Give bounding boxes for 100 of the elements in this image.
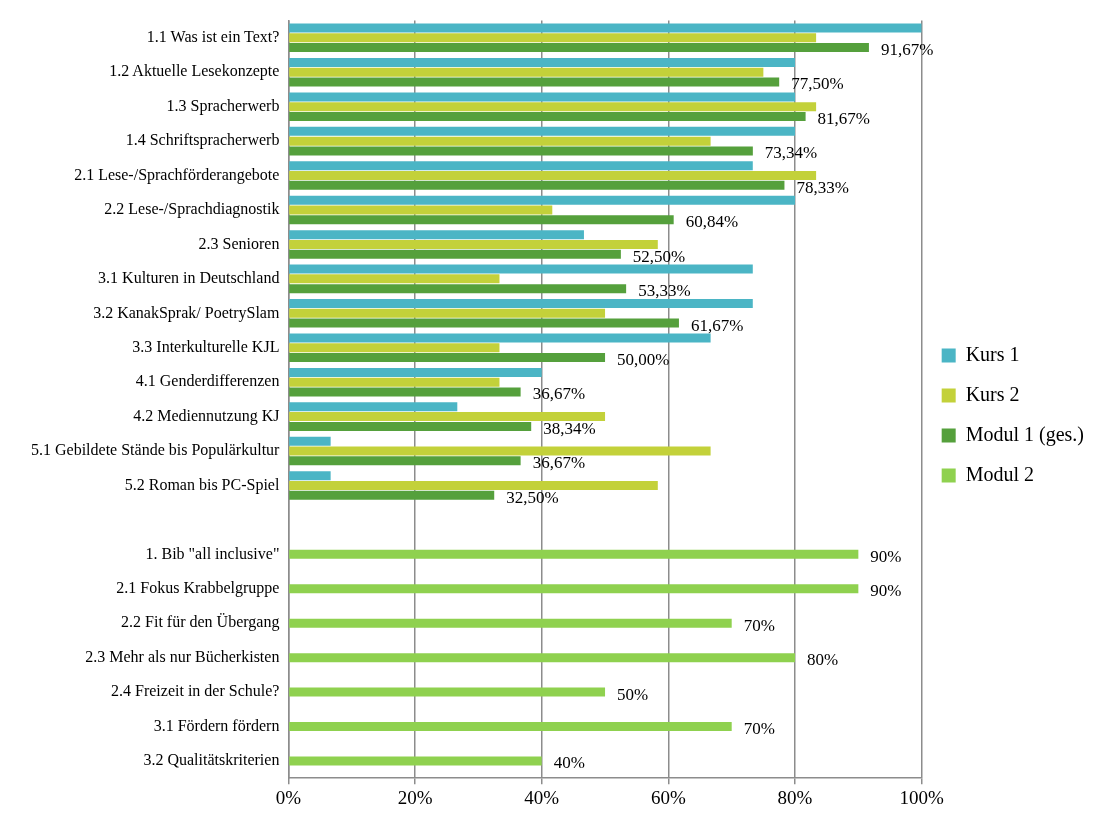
bar: [289, 618, 732, 628]
bar: [289, 146, 753, 156]
bar: [289, 92, 796, 102]
bar: [289, 343, 500, 353]
bar: [289, 126, 796, 136]
bar: [289, 456, 521, 466]
y-tick-label: 3.3 Interkulturelle KJL: [132, 337, 280, 355]
bar: [289, 377, 500, 387]
y-tick-label: 1.4 Schriftspracherwerb: [125, 131, 280, 150]
data-label: 36,67%: [532, 384, 586, 404]
y-tick-label: 2.3 Mehr als nur Bücherkisten: [85, 647, 280, 665]
bar: [289, 102, 817, 112]
y-tick-label: 3.1 Fördern fördern: [153, 716, 280, 734]
bar: [289, 446, 711, 456]
data-label: 50%: [617, 684, 649, 704]
bar: [289, 412, 606, 422]
bar: [289, 161, 753, 171]
y-tick-label: 3.2 Qualitätskriterien: [143, 751, 280, 769]
data-label: 91,67%: [880, 40, 934, 60]
y-tick-label: 3.2 KanakSprak/ PoetrySlam: [93, 303, 280, 322]
y-tick-label: 1.3 Spracherwerb: [166, 96, 280, 115]
bar: [289, 353, 606, 362]
data-label: 78,33%: [796, 177, 849, 197]
x-tick-label: 20%: [397, 786, 433, 808]
y-tick-label: 2.1 Fokus Krabbelgruppe: [116, 579, 280, 597]
bar: [289, 249, 621, 259]
bar: [289, 687, 606, 697]
data-label: 80%: [807, 650, 839, 670]
data-label: 36,67%: [532, 453, 586, 473]
bar: [289, 195, 796, 205]
x-tick-label: 80%: [777, 786, 813, 808]
y-tick-label: 5.1 Gebildete Stände bis Populärkultur: [31, 441, 281, 460]
bar: [289, 43, 869, 53]
data-label: 38,34%: [543, 418, 596, 438]
bar: [289, 215, 674, 225]
data-label: 73,34%: [764, 143, 818, 163]
bar: [289, 180, 785, 190]
bar: [289, 436, 331, 446]
x-tick-label: 60%: [650, 786, 686, 808]
bar: [289, 77, 780, 87]
y-tick-label: 2.3 Senioren: [198, 234, 280, 252]
bar: [289, 264, 753, 274]
y-tick-label: 4.2 Mediennutzung KJ: [133, 406, 280, 425]
bar: [289, 284, 627, 294]
bar: [289, 333, 711, 343]
legend-label: Kurs 2: [965, 382, 1020, 405]
y-tick-label: 1.1 Was ist ein Text?: [146, 28, 280, 46]
data-label: 90%: [870, 546, 902, 566]
bar: [289, 318, 679, 328]
data-label: 60,84%: [685, 212, 739, 232]
data-label: 50,00%: [617, 349, 670, 369]
bar: [289, 171, 817, 181]
bar: [289, 239, 658, 249]
data-label: 32,50%: [506, 487, 559, 507]
bar: [289, 402, 458, 412]
bar: [289, 33, 817, 43]
bar: [289, 205, 553, 215]
data-label: 70%: [743, 615, 775, 635]
y-tick-label: 2.1 Lese-/Sprachförderangebote: [74, 165, 280, 184]
bar: [289, 274, 500, 284]
bar: [289, 367, 542, 377]
data-label: 53,33%: [638, 281, 691, 301]
y-tick-label: 2.4 Freizeit in der Schule?: [111, 682, 280, 700]
data-label: 40%: [553, 753, 585, 773]
legend-label: Modul 2: [965, 462, 1035, 485]
bar: [289, 480, 658, 490]
bar: [289, 387, 521, 397]
legend-label: Kurs 1: [965, 342, 1020, 365]
x-tick-label: 0%: [275, 786, 302, 808]
data-label: 81,67%: [817, 108, 871, 128]
bar: [289, 471, 331, 481]
x-tick-label: 100%: [899, 786, 945, 808]
bar: [289, 421, 532, 431]
data-label: 52,50%: [632, 246, 686, 266]
legend-label: Modul 1 (ges.): [965, 422, 1085, 446]
data-label: 77,50%: [791, 74, 844, 94]
bar: [289, 111, 806, 121]
y-tick-label: 2.2 Lese-/Sprachdiagnostik: [104, 200, 280, 219]
data-label: 70%: [743, 719, 775, 739]
bar: [289, 136, 711, 146]
bar: [289, 230, 584, 240]
bar: [289, 653, 796, 663]
bar: [289, 299, 753, 309]
data-label: 61,67%: [690, 315, 744, 335]
data-label: 90%: [870, 581, 902, 601]
bar: [289, 308, 606, 318]
bar: [289, 67, 764, 77]
bar: [289, 722, 732, 732]
y-tick-label: 5.2 Roman bis PC-Spiel: [124, 475, 280, 494]
y-tick-label: 1. Bib "all inclusive": [145, 544, 280, 562]
bar: [289, 584, 859, 594]
y-tick-label: 3.1 Kulturen in Deutschland: [98, 269, 280, 287]
bar: [289, 58, 796, 67]
bar: [289, 490, 495, 500]
y-tick-label: 2.2 Fit für den Übergang: [121, 613, 280, 632]
bar: [289, 23, 922, 33]
y-tick-label: 4.1 Genderdifferenzen: [135, 372, 280, 390]
y-tick-label: 1.2 Aktuelle Lesekonzepte: [109, 62, 280, 81]
bar: [289, 549, 859, 559]
x-tick-label: 40%: [524, 786, 560, 808]
